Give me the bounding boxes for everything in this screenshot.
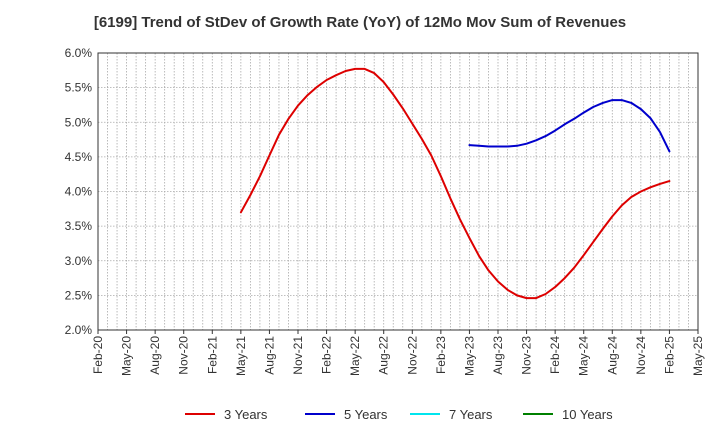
x-tick-label: May-20 (120, 336, 134, 376)
x-tick-label: May-25 (691, 336, 705, 376)
y-tick-label: 4.5% (65, 150, 93, 164)
tick-layer: 2.0% 2.5% 3.0% 3.5% 4.0% 4.5% 5.0% 5.5% 6.0% Feb-… (65, 46, 705, 376)
x-tick-label: May-24 (577, 336, 591, 376)
x-tick-label: Aug-21 (262, 336, 276, 375)
x-tick-label: May-22 (348, 336, 362, 376)
x-tick-label: Feb-25 (662, 336, 676, 374)
x-tick-label: Feb-22 (320, 336, 334, 374)
series-line-3-years (239, 67, 671, 300)
y-tick-label: 5.0% (65, 115, 93, 129)
x-tick-label: Aug-23 (491, 336, 505, 375)
x-tick-label: Feb-24 (548, 336, 562, 374)
y-tick-label: 2.0% (65, 323, 93, 337)
plot-frame (97, 52, 699, 331)
x-tick-label: May-23 (462, 336, 476, 376)
x-tick-label: Aug-22 (377, 336, 391, 375)
x-tick-label: Nov-22 (405, 336, 419, 375)
series-line-5-years (468, 99, 671, 153)
y-tick-label: 5.5% (65, 81, 93, 95)
legend-label-7-years: 7 Years (449, 407, 493, 422)
y-tick-label: 4.0% (65, 185, 93, 199)
x-tick-label: Nov-23 (520, 336, 534, 375)
chart-title: [6199] Trend of StDev of Growth Rate (Yo… (93, 14, 627, 31)
y-tick-label: 3.0% (65, 254, 93, 268)
x-tick-label: Aug-24 (605, 336, 619, 375)
x-tick-label: Feb-20 (91, 336, 105, 374)
legend-label-5-years: 5 Years (344, 407, 388, 422)
x-tick-label: Nov-21 (291, 336, 305, 375)
series-layer (239, 67, 671, 300)
x-tick-label: Aug-20 (148, 336, 162, 375)
y-tick-label: 2.5% (65, 288, 93, 302)
x-tick-label: May-21 (234, 336, 248, 376)
x-tick-label: Nov-20 (177, 336, 191, 375)
x-tick-label: Nov-24 (634, 336, 648, 375)
x-tick-label: Feb-23 (434, 336, 448, 374)
y-tick-label: 6.0% (65, 46, 93, 60)
legend-label-10-years: 10 Years (562, 407, 613, 422)
y-tick-label: 3.5% (65, 219, 93, 233)
legend: 3 Years 5 Years 7 Years 10 Years (185, 407, 613, 422)
legend-label-3-years: 3 Years (224, 407, 268, 422)
grid-layer (98, 53, 698, 330)
x-tick-label: Feb-21 (205, 336, 219, 374)
